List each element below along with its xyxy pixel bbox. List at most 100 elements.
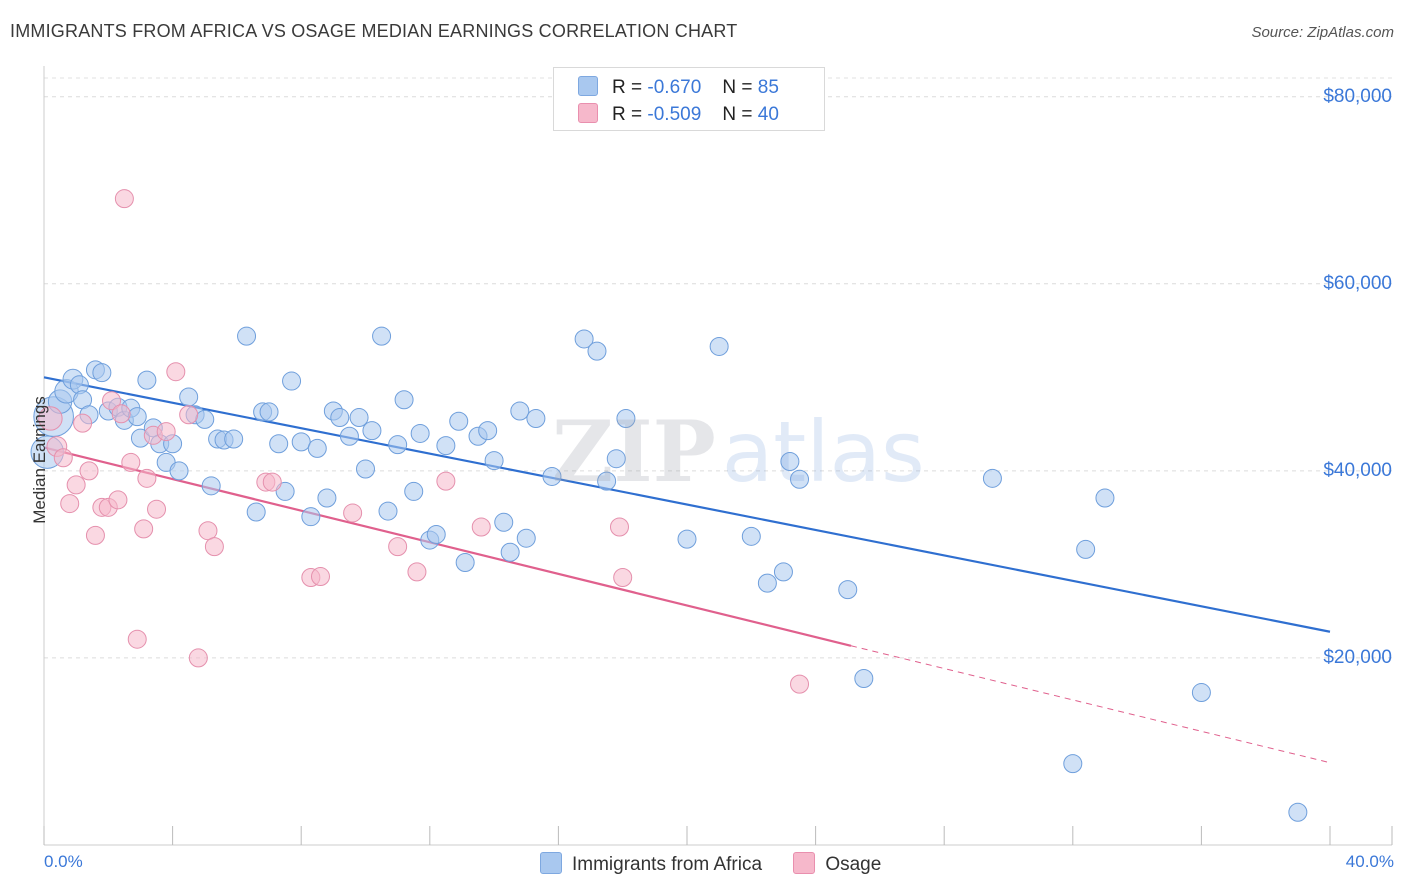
osage-point [66,475,86,495]
legend-n-label: N = [722,104,753,125]
africa-point [339,426,359,446]
africa-point [516,528,536,548]
legend-swatch-pink [578,103,598,123]
legend-r-value: -0.509 [647,104,702,125]
africa-point [1076,539,1096,559]
africa-point [330,408,350,428]
africa-point [224,429,244,449]
africa-point [362,421,382,441]
africa-point [449,411,469,431]
africa-point [127,407,147,427]
africa-point [169,461,189,481]
africa-point [709,336,729,356]
africa-point [606,449,626,469]
osage-point [204,537,224,557]
africa-point [526,408,546,428]
africa-point [500,542,520,562]
africa-point [291,432,311,452]
africa-point [780,452,800,471]
osage-point [343,503,363,523]
legend-n-value: 40 [757,104,779,125]
osage-point [262,472,282,492]
africa-point [282,371,302,391]
africa-point [510,401,530,421]
osage-point [147,499,167,519]
watermark-zip: ZIP [552,402,716,501]
africa-point [494,512,514,532]
africa-point [741,526,761,546]
africa-point [179,387,199,407]
africa-point [854,669,874,689]
osage-point [179,405,199,425]
africa-point [378,501,398,521]
legend-swatch-blue [540,852,562,874]
africa-point [574,329,594,349]
osage-point [53,448,73,468]
gridlines [44,77,1392,659]
y-axis-label: Median Earnings [30,396,49,524]
legend-r-value: -0.670 [647,77,702,98]
africa-point [597,471,617,491]
africa-point [195,409,215,429]
x-tick-label-min: 0.0% [44,852,83,871]
osage-point [114,189,134,209]
osage-trend-extension [850,645,1331,764]
africa-point [1191,683,1211,703]
osage-point [310,567,330,587]
africa-point [237,326,257,346]
correlation-legend: R = -0.670 N = 85 R = -0.509 N = 40 [553,67,825,131]
osage-trend-line [43,446,852,647]
osage-point [166,362,186,382]
legend-r-label: R = [612,77,643,98]
chart-title: IMMIGRANTS FROM AFRICA VS OSAGE MEDIAN E… [10,21,738,41]
africa-point [307,438,327,458]
africa-point [1288,802,1308,822]
legend-label-africa: Immigrants from Africa [572,854,763,875]
osage-point [613,567,633,587]
africa-point [587,341,607,361]
africa-point [773,562,793,582]
legend-swatch-blue [578,76,598,96]
y-tick-label: $80,000 [1323,85,1392,107]
africa-point [137,370,157,390]
africa-point [436,436,456,456]
y-tick-label: $20,000 [1323,646,1392,668]
africa-point [410,423,430,443]
osage-point [73,413,93,433]
africa-point [301,507,321,527]
africa-point [616,408,636,428]
data-points [30,189,1308,822]
africa-point [356,459,375,479]
africa-point [269,434,289,454]
africa-point [426,524,446,544]
osage-point [790,674,810,694]
osage-point [108,490,128,510]
osage-point [198,521,218,541]
africa-point [478,421,498,441]
osage-point [137,468,157,488]
legend-swatch-pink [793,852,816,874]
africa-point [455,553,475,573]
legend-item-africa: Immigrants from Africa [540,852,762,876]
africa-point [542,466,562,486]
africa-point [246,502,266,522]
africa-point [394,390,414,410]
osage-point [127,629,147,649]
osage-point [388,537,408,557]
x-tick-label-max: 40.0% [1345,852,1394,871]
osage-point [38,406,63,431]
osage-point [79,461,99,481]
africa-point [201,476,221,496]
legend-r-label: R = [612,104,643,125]
osage-point [609,517,629,537]
africa-point [982,468,1002,488]
watermark: ZIPatlas [552,402,925,501]
africa-point [484,451,504,471]
osage-point [156,422,176,442]
legend-label-osage: Osage [825,854,882,875]
y-tick-label: $40,000 [1323,459,1392,481]
osage-point [407,562,427,582]
legend-item-osage: Osage [793,852,881,876]
africa-point [317,488,337,508]
africa-point [388,435,408,455]
